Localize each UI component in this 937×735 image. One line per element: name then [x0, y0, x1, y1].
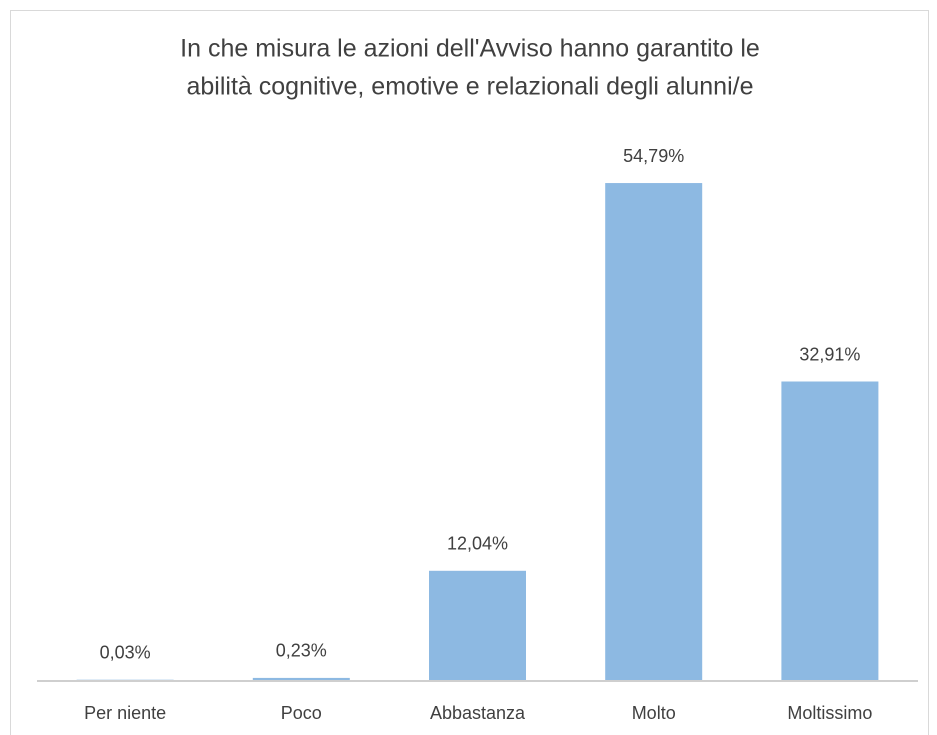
x-tick-label: Per niente — [84, 703, 166, 723]
data-label: 0,23% — [276, 641, 327, 661]
data-label: 0,03% — [100, 642, 151, 662]
x-tick-label: Molto — [632, 703, 676, 723]
x-tick-label: Abbastanza — [430, 703, 526, 723]
x-tick-label: Poco — [281, 703, 322, 723]
bar — [605, 183, 703, 681]
x-tick-label: Moltissimo — [787, 703, 872, 723]
chart-frame — [10, 10, 929, 735]
data-label: 32,91% — [799, 344, 860, 364]
bar — [781, 381, 879, 680]
bar — [429, 570, 526, 680]
data-label: 54,79% — [623, 146, 684, 166]
chart-title: abilità cognitive, emotive e relazionali… — [186, 73, 753, 101]
chart-title: In che misura le azioni dell'Avviso hann… — [180, 35, 760, 63]
bar — [252, 677, 350, 680]
data-label: 12,04% — [447, 534, 508, 554]
